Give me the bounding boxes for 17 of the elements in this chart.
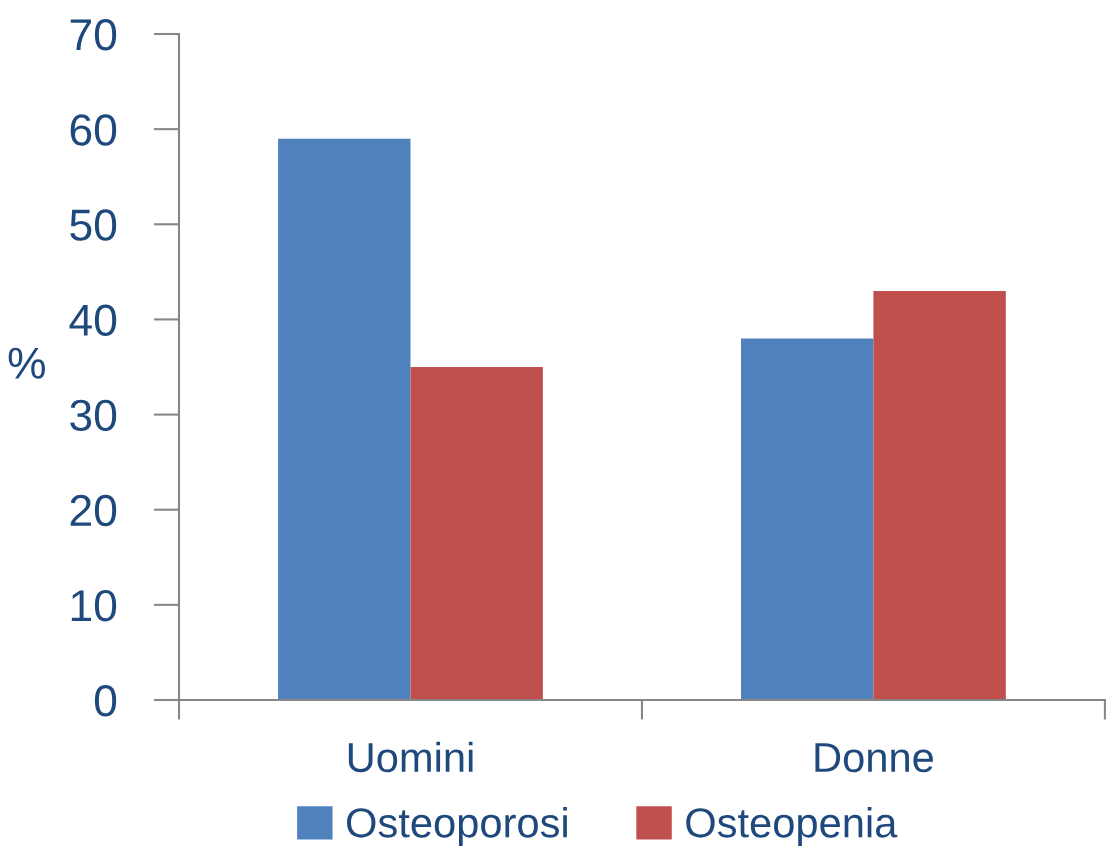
y-tick-label: 20 <box>70 494 117 527</box>
y-tick-label: 30 <box>70 399 117 432</box>
bar <box>741 338 874 700</box>
x-tick-label: Uomini <box>348 741 473 773</box>
y-axis-title: % <box>8 347 45 379</box>
legend-label: Osteoporosi <box>347 807 567 846</box>
y-tick-label: 40 <box>69 304 117 336</box>
y-tick-label: 60 <box>70 114 117 146</box>
y-tick-label: 0 <box>94 685 117 717</box>
legend-label: Osteopenia <box>686 807 898 846</box>
y-tick-label: 70 <box>70 19 117 51</box>
x-tick-label: Donne <box>815 743 933 773</box>
y-tick-label: 50 <box>70 209 117 241</box>
bar <box>410 367 543 700</box>
bar <box>873 290 1006 700</box>
bar <box>278 138 411 700</box>
y-tick-label: 10 <box>71 589 117 622</box>
